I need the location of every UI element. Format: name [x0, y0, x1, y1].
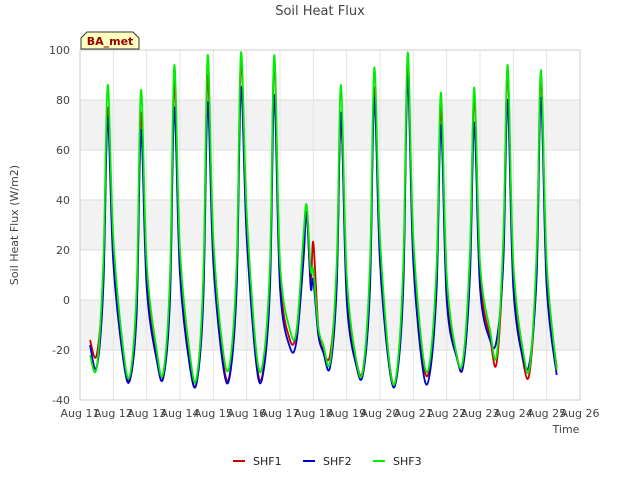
site-badge-box	[80, 31, 140, 50]
x-tick-label: Aug 14	[161, 407, 200, 420]
x-tick-label: Aug 18	[294, 407, 333, 420]
series-line-shf3	[89, 51, 558, 386]
x-tick-label: Aug 25	[527, 407, 566, 420]
site-badge: BA_met	[80, 31, 140, 50]
x-tick-label: Aug 17	[261, 407, 300, 420]
site-badge-label: BA_met	[87, 35, 134, 48]
legend-label-shf2: SHF2	[323, 455, 352, 468]
x-tick-label: Aug 12	[94, 407, 133, 420]
y-axis-ticks: -40 -20 0 20 40 60 80 100	[49, 44, 70, 407]
y-tick-label: 100	[49, 44, 70, 57]
y-tick-label: 80	[56, 94, 70, 107]
x-tick-label: Aug 26	[561, 407, 600, 420]
y-tick-label: -20	[52, 344, 70, 357]
y-axis-label: Soil Heat Flux (W/m2)	[8, 165, 21, 285]
y-tick-label: 40	[56, 194, 70, 207]
x-tick-label: Aug 23	[461, 407, 500, 420]
x-tick-label: Aug 11	[61, 407, 100, 420]
x-tick-label: Aug 16	[227, 407, 266, 420]
y-tick-label: 0	[63, 294, 70, 307]
x-tick-label: Aug 15	[194, 407, 233, 420]
y-tick-label: 20	[56, 244, 70, 257]
plot-area	[79, 49, 581, 401]
x-tick-label: Aug 24	[494, 407, 533, 420]
series-lines	[89, 51, 558, 389]
x-tick-label: Aug 19	[327, 407, 366, 420]
plot-frame	[79, 49, 581, 401]
legend-label-shf3: SHF3	[393, 455, 422, 468]
background-band	[80, 200, 580, 250]
y-tick-label: 60	[56, 144, 70, 157]
x-tick-label: Aug 13	[127, 407, 166, 420]
chart-title: Soil Heat Flux	[275, 4, 365, 19]
x-tick-label: Aug 21	[394, 407, 433, 420]
legend: SHF1 SHF2 SHF3	[233, 455, 422, 468]
legend-label-shf1: SHF1	[253, 455, 282, 468]
background-band	[80, 100, 580, 150]
background-bands	[80, 100, 580, 350]
x-tick-label: Aug 20	[361, 407, 400, 420]
x-axis-label: Time	[552, 423, 580, 436]
y-tick-label: -40	[52, 394, 70, 407]
x-tick-label: Aug 22	[427, 407, 466, 420]
